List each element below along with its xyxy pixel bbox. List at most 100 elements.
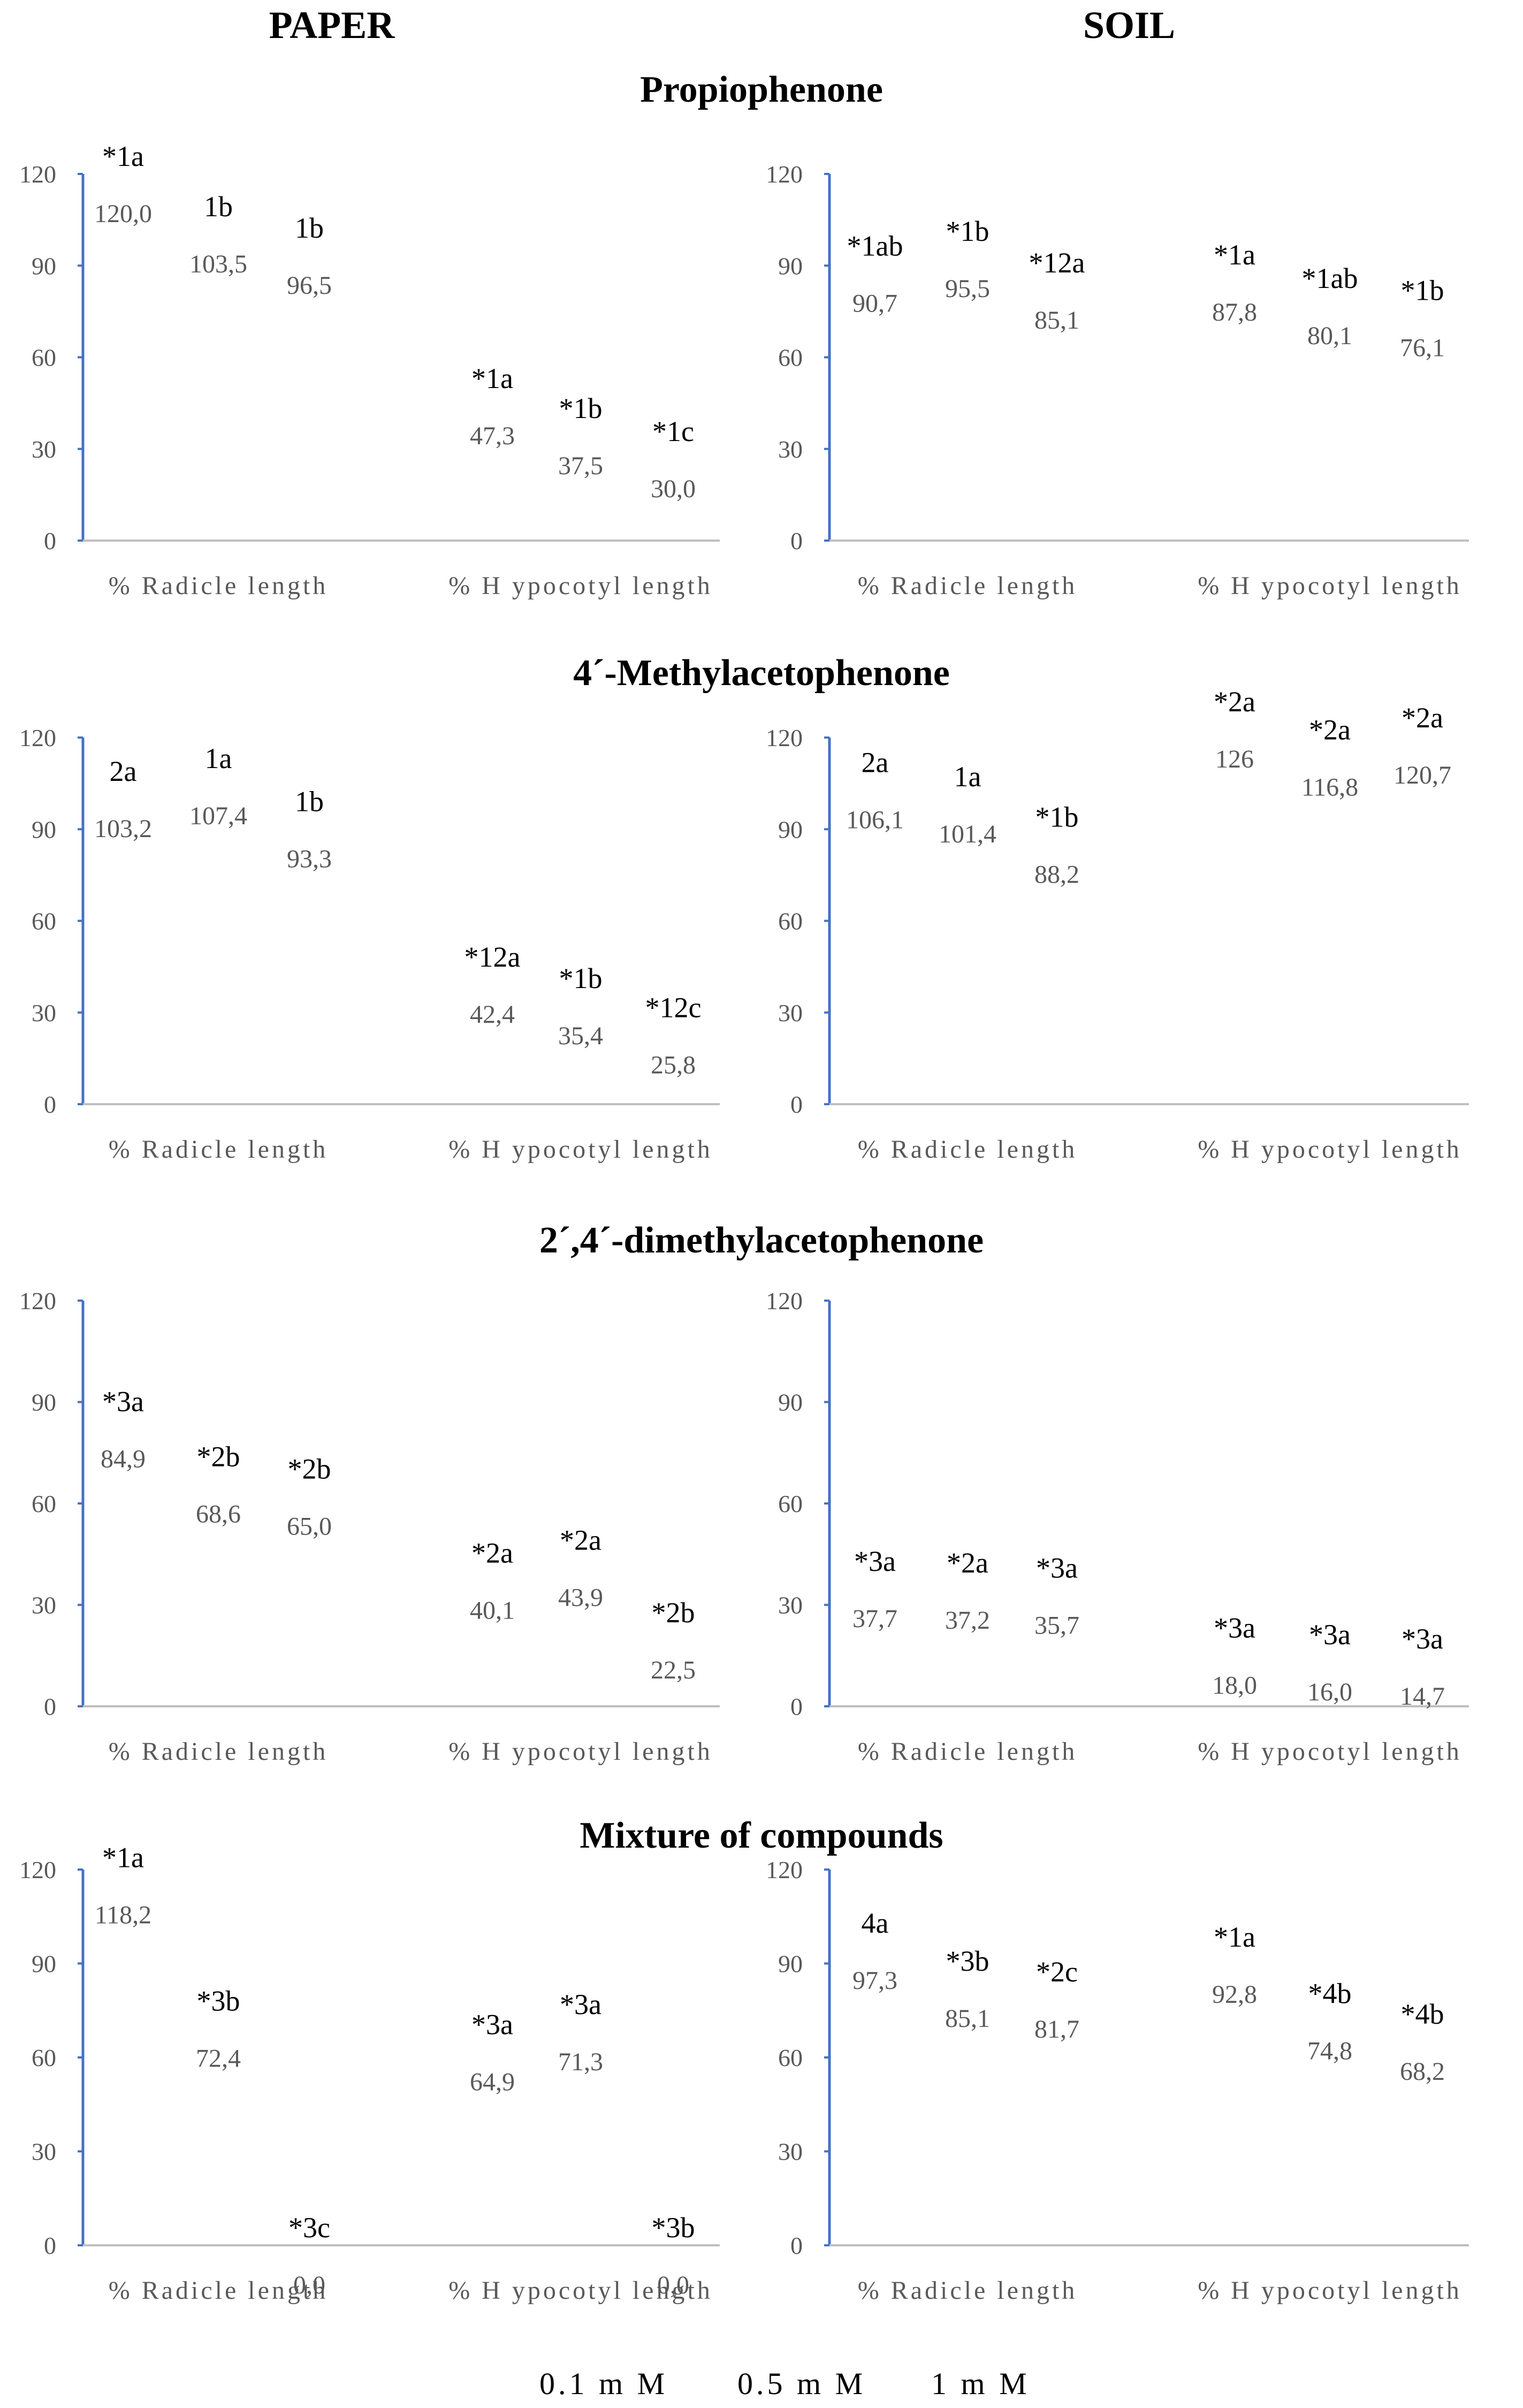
soil-2-4-dimethylacetophenone-value-label-radicle-1-m-m: 35,7	[1034, 1611, 1079, 1639]
soil-2-4-dimethylacetophenone-ytick-label-60: 60	[778, 1490, 803, 1517]
paper-propiophenone-ytick-label-60: 60	[32, 344, 56, 371]
paper-propiophenone-value-label-hypocotyl-0-5-m-m: 37,5	[558, 452, 603, 480]
legend-item-0-1mm: 0.1 m M	[539, 2366, 668, 2401]
paper-propiophenone-bar-radicle-0-1-m-m	[96, 174, 150, 541]
soil-mixture-of-compounds-sig-label-radicle-1-m-m: *2c	[1036, 1956, 1078, 1988]
paper-4-methylacetophenone-value-label-radicle-0-5-m-m: 107,4	[189, 802, 247, 830]
soil-2-4-dimethylacetophenone-value-label-hypocotyl-1-m-m: 14,7	[1400, 1682, 1445, 1711]
soil-propiophenone-ytick-label-120: 120	[766, 161, 803, 188]
paper-mixture-of-compounds-value-label-radicle-0-1-m-m: 118,2	[95, 1901, 151, 1930]
soil-2-4-dimethylacetophenone-ytick-label-30: 30	[778, 1592, 803, 1619]
paper-2-4-dimethylacetophenone-ytick-label-90: 90	[32, 1389, 56, 1416]
paper-4-methylacetophenone-sig-label-radicle-0-1-m-m: 2a	[110, 755, 137, 787]
soil-propiophenone-sig-label-radicle-0-1-m-m: *1ab	[847, 230, 903, 262]
paper-mixture-of-compounds-bar-radicle-0-1-m-m	[96, 1875, 150, 2245]
paper-2-4-dimethylacetophenone-ytick-label-60: 60	[32, 1490, 56, 1517]
soil-2-4-dimethylacetophenone-sig-label-hypocotyl-0-1-m-m: *3a	[1214, 1612, 1255, 1644]
soil-mixture-of-compounds-sig-label-radicle-0-1-m-m: 4a	[862, 1907, 889, 1939]
paper-4-methylacetophenone-ytick-label-30: 30	[32, 999, 56, 1027]
soil-propiophenone-sig-label-hypocotyl-0-5-m-m: *1ab	[1302, 262, 1358, 294]
paper-2-4-dimethylacetophenone-sig-label-radicle-0-5-m-m: *2b	[197, 1441, 240, 1473]
soil-4-methylacetophenone-value-label-radicle-0-1-m-m: 106,1	[846, 806, 904, 834]
soil-4-methylacetophenone-ytick-label-120: 120	[766, 724, 803, 751]
soil-2-4-dimethylacetophenone-value-label-radicle-0-5-m-m: 37,2	[945, 1606, 990, 1635]
paper-propiophenone-sig-label-hypocotyl-0-1-m-m: *1a	[471, 362, 513, 394]
paper-4-methylacetophenone-sig-label-radicle-0-5-m-m: 1a	[205, 742, 232, 774]
paper-4-methylacetophenone-ytick-label-120: 120	[19, 724, 56, 751]
paper-2-4-dimethylacetophenone-value-label-hypocotyl-0-5-m-m: 43,9	[558, 1584, 603, 1612]
paper-propiophenone-ytick-label-0: 0	[44, 527, 56, 554]
paper-propiophenone-sig-label-radicle-0-5-m-m: 1b	[204, 191, 233, 223]
soil-mixture-of-compounds-sig-label-hypocotyl-0-1-m-m: *1a	[1214, 1921, 1255, 1953]
soil-propiophenone-value-label-radicle-0-5-m-m: 95,5	[945, 275, 990, 303]
paper-propiophenone-sig-label-radicle-1-m-m: 1b	[295, 212, 324, 244]
paper-4-methylacetophenone-value-label-hypocotyl-1-m-m: 25,8	[651, 1051, 696, 1080]
paper-4-methylacetophenone-sig-label-radicle-1-m-m: 1b	[295, 785, 324, 817]
paper-2-4-dimethylacetophenone-sig-label-hypocotyl-0-5-m-m: *2a	[560, 1524, 601, 1556]
paper-2-4-dimethylacetophenone-sig-label-radicle-0-1-m-m: *3a	[102, 1386, 144, 1418]
soil-mixture-of-compounds-value-label-radicle-0-5-m-m: 85,1	[945, 2004, 990, 2033]
paper-mixture-of-compounds-ytick-label-120: 120	[19, 1856, 56, 1883]
soil-4-methylacetophenone-sig-label-radicle-1-m-m: *1b	[1035, 801, 1079, 833]
soil-2-4-dimethylacetophenone-value-label-hypocotyl-0-1-m-m: 18,0	[1212, 1671, 1257, 1699]
paper-mixture-of-compounds-value-label-hypocotyl-0-5-m-m: 71,3	[558, 2048, 603, 2076]
paper-4-methylacetophenone-bar-hypocotyl-0-5-m-m	[554, 996, 607, 1104]
soil-4-methylacetophenone-sig-label-hypocotyl-0-1-m-m: *2a	[1214, 686, 1255, 718]
soil-4-methylacetophenone-sig-label-hypocotyl-1-m-m: *2a	[1402, 702, 1443, 734]
section-title-dimethylacetophenone: 2´,4´-dimethylacetophenone	[539, 1220, 984, 1261]
soil-2-4-dimethylacetophenone-sig-label-radicle-1-m-m: *3a	[1036, 1552, 1078, 1584]
soil-propiophenone-value-label-hypocotyl-0-5-m-m: 80,1	[1307, 322, 1352, 350]
paper-propiophenone-bar-hypocotyl-0-5-m-m	[554, 426, 607, 541]
paper-mixture-of-compounds-ytick-label-30: 30	[32, 2138, 56, 2166]
soil-2-4-dimethylacetophenone-sig-label-radicle-0-1-m-m: *3a	[854, 1545, 896, 1577]
paper-mixture-of-compounds-sig-label-radicle-1-m-m: *3c	[288, 2212, 330, 2244]
paper-propiophenone-bar-hypocotyl-0-1-m-m	[466, 396, 519, 541]
soil-mixture-of-compounds-category-label-hypocotyl: % H ypocotyl length	[1198, 2276, 1462, 2305]
paper-4-methylacetophenone-sig-label-hypocotyl-0-1-m-m: *12a	[464, 941, 521, 973]
soil-propiophenone-value-label-radicle-1-m-m: 85,1	[1034, 306, 1079, 335]
soil-propiophenone-sig-label-radicle-0-5-m-m: *1b	[946, 215, 989, 247]
paper-2-4-dimethylacetophenone-category-label-hypocotyl: % H ypocotyl length	[448, 1737, 713, 1766]
soil-2-4-dimethylacetophenone-bar-radicle-0-5-m-m	[941, 1581, 994, 1706]
soil-2-4-dimethylacetophenone-bar-radicle-1-m-m	[1030, 1585, 1084, 1706]
soil-mixture-of-compounds-value-label-hypocotyl-0-1-m-m: 92,8	[1212, 1980, 1257, 2009]
paper-4-methylacetophenone-value-label-hypocotyl-0-5-m-m: 35,4	[558, 1022, 603, 1050]
paper-mixture-of-compounds-sig-label-radicle-0-1-m-m: *1a	[102, 1842, 144, 1874]
paper-mixture-of-compounds-value-label-hypocotyl-1-m-m: 0,0	[657, 2271, 689, 2299]
paper-4-methylacetophenone-value-label-hypocotyl-0-1-m-m: 42,4	[470, 1000, 515, 1029]
paper-4-methylacetophenone-category-label-hypocotyl: % H ypocotyl length	[448, 1135, 713, 1164]
soil-propiophenone-sig-label-hypocotyl-1-m-m: *1b	[1401, 275, 1444, 307]
paper-propiophenone-ytick-label-120: 120	[19, 161, 56, 188]
soil-propiophenone-value-label-hypocotyl-1-m-m: 76,1	[1400, 334, 1445, 362]
soil-propiophenone-value-label-hypocotyl-0-1-m-m: 87,8	[1212, 298, 1257, 326]
paper-2-4-dimethylacetophenone-value-label-hypocotyl-1-m-m: 22,5	[651, 1656, 696, 1684]
soil-4-methylacetophenone-value-label-hypocotyl-0-1-m-m: 126	[1215, 745, 1254, 773]
paper-propiophenone-value-label-hypocotyl-1-m-m: 30,0	[651, 475, 696, 503]
soil-mixture-of-compounds-sig-label-hypocotyl-0-5-m-m: *4b	[1308, 1977, 1352, 2009]
soil-propiophenone-ytick-label-90: 90	[778, 252, 803, 279]
soil-2-4-dimethylacetophenone-sig-label-hypocotyl-1-m-m: *3a	[1402, 1623, 1443, 1655]
soil-2-4-dimethylacetophenone-ytick-label-90: 90	[778, 1389, 803, 1416]
soil-propiophenone-category-label-radicle: % Radicle length	[858, 572, 1078, 600]
soil-mixture-of-compounds-ytick-label-120: 120	[766, 1856, 803, 1883]
soil-mixture-of-compounds-ytick-label-30: 30	[778, 2138, 803, 2166]
soil-4-methylacetophenone-ytick-label-60: 60	[778, 908, 803, 935]
paper-2-4-dimethylacetophenone-value-label-radicle-0-1-m-m: 84,9	[101, 1445, 146, 1473]
paper-mixture-of-compounds-value-label-radicle-0-5-m-m: 72,4	[196, 2044, 241, 2072]
paper-4-methylacetophenone-value-label-radicle-1-m-m: 93,3	[287, 845, 332, 873]
soil-4-methylacetophenone-bar-hypocotyl-0-1-m-m	[1208, 719, 1261, 1104]
soil-2-4-dimethylacetophenone-value-label-hypocotyl-0-5-m-m: 16,0	[1307, 1678, 1352, 1706]
soil-propiophenone-sig-label-radicle-1-m-m: *12a	[1029, 247, 1085, 279]
soil-4-methylacetophenone-value-label-hypocotyl-1-m-m: 120,7	[1393, 761, 1451, 789]
soil-2-4-dimethylacetophenone-ytick-label-0: 0	[790, 1693, 803, 1720]
paper-mixture-of-compounds-ytick-label-60: 60	[32, 2044, 56, 2071]
paper-2-4-dimethylacetophenone-bar-hypocotyl-0-1-m-m	[466, 1571, 519, 1706]
paper-2-4-dimethylacetophenone-ytick-label-120: 120	[19, 1287, 56, 1315]
paper-mixture-of-compounds-sig-label-radicle-0-5-m-m: *3b	[197, 1985, 240, 2017]
soil-4-methylacetophenone-ytick-label-30: 30	[778, 999, 803, 1027]
paper-propiophenone-ytick-label-30: 30	[32, 436, 56, 463]
soil-4-methylacetophenone-ytick-label-0: 0	[790, 1091, 803, 1118]
soil-mixture-of-compounds-ytick-label-0: 0	[790, 2232, 803, 2259]
soil-mixture-of-compounds-category-label-radicle: % Radicle length	[858, 2276, 1078, 2305]
paper-2-4-dimethylacetophenone-category-label-radicle: % Radicle length	[109, 1737, 329, 1766]
